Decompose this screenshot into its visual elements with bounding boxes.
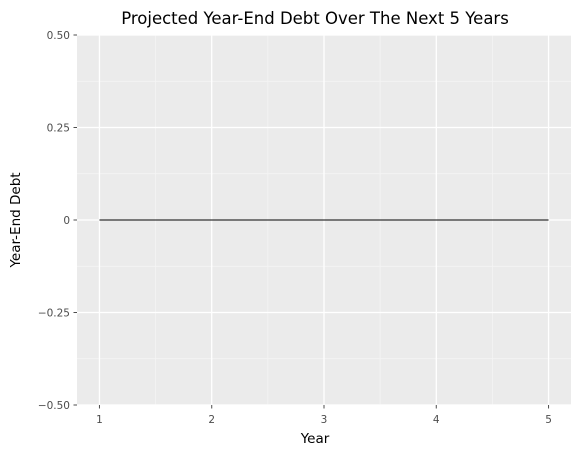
x-tick-label: 3 bbox=[321, 414, 328, 426]
y-tick-label: 0.50 bbox=[47, 30, 70, 42]
x-tick-label: 1 bbox=[96, 414, 103, 426]
x-tick-label: 4 bbox=[433, 414, 440, 426]
y-tick-label: −0.50 bbox=[38, 400, 70, 412]
x-axis-title: Year bbox=[300, 431, 330, 447]
x-tick-label: 2 bbox=[208, 414, 215, 426]
y-tick-label: 0 bbox=[63, 215, 70, 227]
chart-title: Projected Year-End Debt Over The Next 5 … bbox=[121, 9, 509, 28]
y-axis-ticks: 0.50 0.25 0 −0.25 −0.50 bbox=[38, 30, 77, 412]
y-axis-title: Year-End Debt bbox=[8, 172, 24, 268]
y-tick-label: −0.25 bbox=[38, 307, 70, 319]
x-axis-ticks: 1 2 3 4 5 bbox=[96, 405, 552, 426]
y-tick-label: 0.25 bbox=[47, 122, 70, 134]
x-tick-label: 5 bbox=[545, 414, 552, 426]
